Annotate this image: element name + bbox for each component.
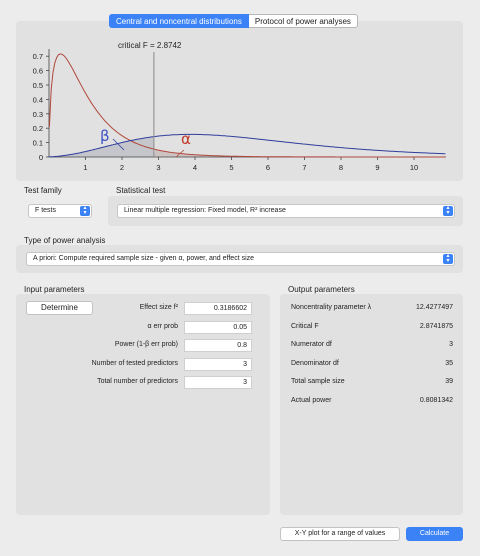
x-tick-label: 5 xyxy=(229,163,233,172)
output-param-value: 35 xyxy=(445,359,453,367)
alpha-area xyxy=(153,149,447,157)
y-tick-label: 0.6 xyxy=(33,67,43,76)
y-tick-label: 0 xyxy=(39,153,43,162)
tab-bar: Central and noncentral distributions Pro… xyxy=(109,14,358,28)
x-tick-label: 4 xyxy=(193,163,197,172)
y-tick-label: 0.7 xyxy=(33,52,43,61)
power-analysis-label: Type of power analysis xyxy=(24,236,106,245)
statistical-test-value: Linear multiple regression: Fixed model,… xyxy=(124,207,286,214)
output-param-label: Denominator df xyxy=(291,359,339,367)
chevron-updown-icon: ▴ ▾ xyxy=(443,253,453,264)
input-param-field[interactable]: 0.3186602 xyxy=(184,302,252,315)
output-param-value: 0.8081342 xyxy=(419,397,453,404)
alpha-pointer xyxy=(175,149,185,158)
x-tick-label: 10 xyxy=(410,163,418,172)
statistical-test-label: Statistical test xyxy=(116,186,166,195)
input-param-field[interactable]: 3 xyxy=(184,376,252,389)
input-param-label: Total number of predictors xyxy=(97,378,178,385)
output-param-label: Total sample size xyxy=(291,378,345,386)
input-param-field[interactable]: 0.05 xyxy=(184,320,252,334)
output-param-value: 3 xyxy=(449,341,453,349)
output-param-value: 39 xyxy=(445,378,453,386)
statistical-test-select[interactable]: Linear multiple regression: Fixed model,… xyxy=(117,204,455,218)
x-tick-label: 1 xyxy=(83,163,87,172)
y-tick-label: 0.1 xyxy=(33,139,43,148)
x-tick-label: 2 xyxy=(120,163,124,172)
test-family-label: Test family xyxy=(24,186,62,195)
tab-distributions[interactable]: Central and noncentral distributions xyxy=(109,14,249,28)
x-tick-label: 8 xyxy=(339,163,343,172)
beta-symbol: β xyxy=(100,127,110,145)
beta-pointer xyxy=(112,138,125,151)
x-tick-label: 3 xyxy=(156,163,160,172)
power-analysis-select[interactable]: A priori: Compute required sample size -… xyxy=(26,252,455,266)
input-param-label: Number of tested predictors xyxy=(91,359,178,367)
y-tick-label: 0.5 xyxy=(33,81,43,90)
critical-f-label: critical F = 2.8742 xyxy=(118,41,182,50)
alpha-symbol: α xyxy=(181,130,191,148)
xy-plot-button[interactable]: X-Y plot for a range of values xyxy=(280,527,400,541)
output-param-label: Actual power xyxy=(291,397,332,404)
input-parameters-title: Input parameters xyxy=(24,285,85,294)
power-analysis-value: A priori: Compute required sample size -… xyxy=(33,255,255,262)
x-tick-label: 9 xyxy=(375,163,379,172)
output-parameters-title: Output parameters xyxy=(288,285,355,294)
output-param-value: 12.4277497 xyxy=(416,304,453,311)
input-param-field[interactable]: 0.8 xyxy=(184,339,252,352)
distribution-plot-panel: 0.7 0.6 0.5 0.4 0.3 0.2 0.1 0 1 2 3 4 5 6 7 8 9 10 criti… xyxy=(16,21,463,181)
distribution-plot: 0.7 0.6 0.5 0.4 0.3 0.2 0.1 0 1 2 3 4 5 6 7 8 9 10 criti… xyxy=(33,41,447,172)
chevron-updown-icon: ▴ ▾ xyxy=(443,205,453,216)
tab-protocol[interactable]: Protocol of power analyses xyxy=(248,14,358,28)
y-tick-label: 0.3 xyxy=(33,110,43,119)
determine-button[interactable]: Determine xyxy=(26,301,93,315)
noncentral-distribution-curve xyxy=(49,133,446,158)
y-tick-label: 0.2 xyxy=(33,124,43,133)
y-tick-label: 0.4 xyxy=(33,95,43,104)
calculate-button[interactable]: Calculate xyxy=(406,527,463,541)
input-param-field[interactable]: 3 xyxy=(184,357,252,371)
output-param-label: Critical F xyxy=(291,322,319,330)
input-param-label: Effect size f² xyxy=(139,304,178,311)
output-param-value: 2.8741875 xyxy=(419,322,453,330)
output-param-label: Noncentrality parameter λ xyxy=(291,304,372,311)
x-tick-label: 7 xyxy=(302,163,306,172)
beta-area xyxy=(49,136,154,157)
test-family-value: F tests xyxy=(35,207,57,214)
x-tick-label: 6 xyxy=(266,163,270,172)
output-parameters-panel xyxy=(280,294,463,515)
input-param-label: α err prob xyxy=(147,322,178,330)
output-param-label: Numerator df xyxy=(291,341,332,349)
input-param-label: Power (1-β err prob) xyxy=(114,341,178,348)
test-family-select[interactable]: F tests ▴ ▾ xyxy=(28,204,92,218)
central-distribution-curve xyxy=(48,53,446,158)
chevron-updown-icon: ▴ ▾ xyxy=(80,205,90,216)
